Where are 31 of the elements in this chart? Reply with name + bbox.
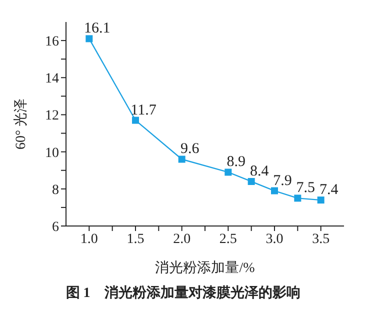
x-tick-label: 2.0 <box>173 232 191 247</box>
point <box>224 168 232 176</box>
point <box>248 178 255 185</box>
point <box>178 156 186 163</box>
data-label: 11.7 <box>130 102 157 118</box>
y-tick-label: 10 <box>45 146 59 161</box>
data-label: 16.1 <box>84 20 110 37</box>
data-label: 9.6 <box>180 141 200 158</box>
data-label: 7.5 <box>296 180 316 196</box>
point <box>86 35 93 42</box>
data-label: 8.9 <box>226 154 246 170</box>
point <box>317 196 324 204</box>
data-label: 7.4 <box>319 182 339 198</box>
point <box>294 194 302 202</box>
point <box>132 116 139 124</box>
y-tick-label: 8 <box>52 182 59 198</box>
x-tick-label: 3.0 <box>266 232 284 247</box>
y-axis-title: 60° 光泽 <box>12 98 29 150</box>
caption: 图 1 消光粉添加量对漆膜光泽的影响 <box>64 284 302 302</box>
x-tick-label: 2.5 <box>219 232 237 247</box>
y-tick-label: 12 <box>45 108 59 124</box>
y-tick-label: 16 <box>45 34 59 50</box>
x-tick-label: 3.5 <box>312 232 330 247</box>
data-label: 7.9 <box>273 172 292 189</box>
x-tick-label: 1.5 <box>126 232 144 247</box>
x-axis-title: 消光粉添加量/% <box>155 260 256 276</box>
point <box>271 187 278 194</box>
x-tick-label: 1.0 <box>80 232 98 247</box>
y-tick-label: 14 <box>45 72 59 87</box>
y-tick-label: 6 <box>52 220 59 235</box>
data-label: 8.4 <box>250 163 270 180</box>
